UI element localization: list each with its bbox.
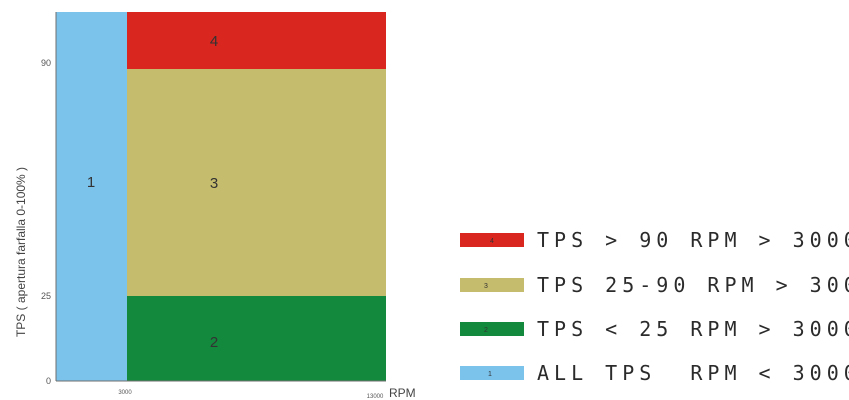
legend-text-2: TPS < 25 RPM > 3000 xyxy=(537,317,849,341)
legend-text-1: ALL TPS RPM < 3000 xyxy=(537,361,849,385)
zone-3-area xyxy=(127,69,386,296)
zone-4-label: 4 xyxy=(210,33,218,50)
legend-item-2: 2 TPS < 25 RPM > 3000 xyxy=(460,317,849,341)
x-axis-title: RPM xyxy=(389,386,416,400)
zone-1-area xyxy=(56,12,127,381)
zone-2-area xyxy=(127,296,386,381)
y-tick-label-25: 25 xyxy=(41,291,51,301)
legend-number-3: 3 xyxy=(484,283,488,290)
legend-item-3: 3 TPS 25-90 RPM > 3000 xyxy=(460,273,849,297)
x-tick-label-13000: 13000 xyxy=(367,394,384,400)
legend-number-4: 4 xyxy=(490,238,494,245)
legend-swatch-1 xyxy=(460,366,524,380)
legend-number-1: 1 xyxy=(488,371,492,378)
legend-swatch-2 xyxy=(460,322,524,336)
zone-3-label: 3 xyxy=(210,175,218,192)
y-axis-title: TPS ( apertura farfalla 0-100% ) xyxy=(14,167,28,337)
y-tick-label-90: 90 xyxy=(41,58,51,68)
legend-swatch-3 xyxy=(460,278,524,292)
legend-swatch-4 xyxy=(460,233,524,247)
legend-text-4: TPS > 90 RPM > 3000 xyxy=(537,228,849,252)
zone-4-area xyxy=(127,12,386,69)
legend-item-4: 4 TPS > 90 RPM > 3000 xyxy=(460,228,849,252)
legend-text-3: TPS 25-90 RPM > 3000 xyxy=(537,273,849,297)
zone-1-label: 1 xyxy=(87,174,95,191)
x-tick-label-3000: 3000 xyxy=(118,390,132,396)
y-tick-label-0: 0 xyxy=(46,376,51,386)
legend-item-1: 1 ALL TPS RPM < 3000 xyxy=(460,361,849,385)
legend: 4 TPS > 90 RPM > 3000 3 TPS 25-90 RPM > … xyxy=(460,228,849,385)
zone-2-label: 2 xyxy=(210,334,218,351)
legend-number-2: 2 xyxy=(484,327,488,334)
